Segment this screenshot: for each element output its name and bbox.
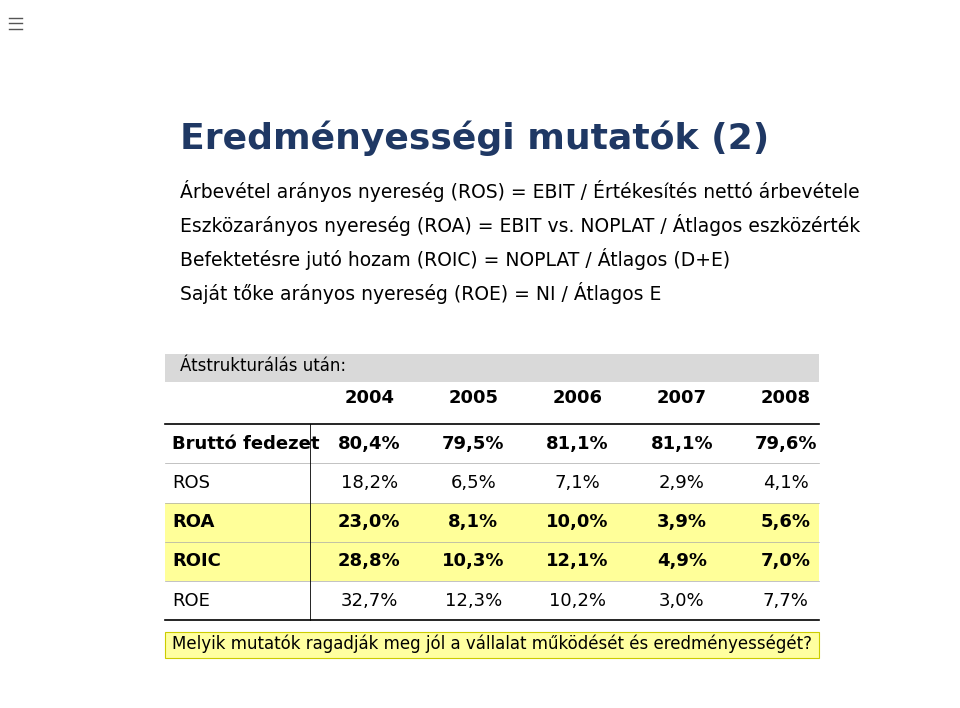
Text: 2007: 2007 <box>657 389 707 407</box>
Text: 3,0%: 3,0% <box>659 592 705 610</box>
Text: 23,0%: 23,0% <box>338 513 400 531</box>
Text: ROE: ROE <box>172 592 210 610</box>
Text: 81,1%: 81,1% <box>651 435 713 452</box>
Text: Eredményességi mutatók (2): Eredményességi mutatók (2) <box>180 120 769 156</box>
Text: 6,5%: 6,5% <box>450 474 496 492</box>
Text: Befektetésre jutó hozam (ROIC) = NOPLAT / Átlagos (D+E): Befektetésre jutó hozam (ROIC) = NOPLAT … <box>180 248 730 270</box>
Text: ROA: ROA <box>172 513 214 531</box>
Text: 12,1%: 12,1% <box>546 552 609 571</box>
Text: 18,2%: 18,2% <box>341 474 397 492</box>
Text: 7,0%: 7,0% <box>761 552 811 571</box>
Text: 28,8%: 28,8% <box>338 552 400 571</box>
Text: 79,5%: 79,5% <box>443 435 505 452</box>
Text: Melyik mutatók ragadják meg jól a vállalat működését és eredményességét?: Melyik mutatók ragadják meg jól a vállal… <box>172 635 812 653</box>
FancyBboxPatch shape <box>165 542 820 581</box>
Text: 2,9%: 2,9% <box>659 474 705 492</box>
Text: 79,6%: 79,6% <box>755 435 817 452</box>
Text: 3,9%: 3,9% <box>657 513 707 531</box>
Text: 2005: 2005 <box>448 389 498 407</box>
Text: 4,1%: 4,1% <box>763 474 808 492</box>
Text: 81,1%: 81,1% <box>546 435 609 452</box>
Text: 2006: 2006 <box>553 389 603 407</box>
Text: 2008: 2008 <box>761 389 811 407</box>
Text: Árbevétel arányos nyereség (ROS) = EBIT / Értékesítés nettó árbevétele: Árbevétel arányos nyereség (ROS) = EBIT … <box>180 181 859 202</box>
FancyBboxPatch shape <box>165 503 820 542</box>
Text: 32,7%: 32,7% <box>341 592 398 610</box>
Text: 10,3%: 10,3% <box>443 552 505 571</box>
Text: Bruttó fedezet: Bruttó fedezet <box>172 435 320 452</box>
Text: 7,1%: 7,1% <box>555 474 600 492</box>
FancyBboxPatch shape <box>165 632 820 658</box>
Text: 80,4%: 80,4% <box>338 435 400 452</box>
Text: ROIC: ROIC <box>172 552 221 571</box>
Text: Saját tőke arányos nyereség (ROE) = NI / Átlagos E: Saját tőke arányos nyereség (ROE) = NI /… <box>180 282 660 304</box>
Text: Átstrukturálás után:: Átstrukturálás után: <box>180 358 346 375</box>
Text: ROS: ROS <box>172 474 210 492</box>
Text: 10,0%: 10,0% <box>546 513 609 531</box>
Text: 12,3%: 12,3% <box>444 592 502 610</box>
Text: 8,1%: 8,1% <box>448 513 498 531</box>
Text: 7,7%: 7,7% <box>763 592 809 610</box>
FancyBboxPatch shape <box>165 354 820 382</box>
Text: 2004: 2004 <box>345 389 395 407</box>
Text: 10,2%: 10,2% <box>549 592 606 610</box>
Text: Eszközarányos nyereség (ROA) = EBIT vs. NOPLAT / Átlagos eszközérték: Eszközarányos nyereség (ROA) = EBIT vs. … <box>180 214 860 236</box>
Text: 5,6%: 5,6% <box>761 513 811 531</box>
Text: 4,9%: 4,9% <box>657 552 707 571</box>
